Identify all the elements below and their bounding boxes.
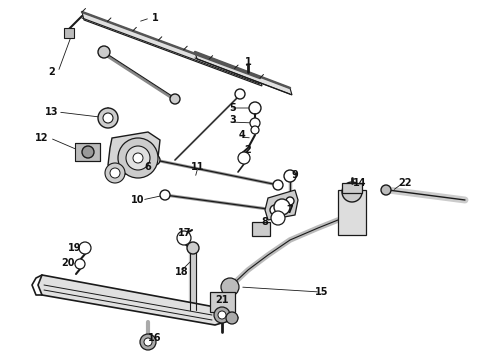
- Text: 14: 14: [353, 178, 367, 188]
- Polygon shape: [82, 12, 262, 86]
- Circle shape: [235, 89, 245, 99]
- Circle shape: [221, 278, 239, 296]
- Text: 9: 9: [292, 170, 298, 180]
- Circle shape: [187, 242, 199, 254]
- Circle shape: [82, 146, 94, 158]
- Text: 21: 21: [215, 295, 229, 305]
- Text: 16: 16: [148, 333, 162, 343]
- Text: 6: 6: [145, 162, 151, 172]
- Polygon shape: [108, 132, 160, 175]
- Circle shape: [79, 242, 91, 254]
- Circle shape: [126, 146, 150, 170]
- Text: 20: 20: [61, 258, 75, 268]
- Text: 15: 15: [315, 287, 329, 297]
- Circle shape: [250, 118, 260, 128]
- Polygon shape: [195, 52, 292, 95]
- Circle shape: [110, 168, 120, 178]
- Circle shape: [218, 311, 226, 319]
- Circle shape: [274, 199, 290, 215]
- Circle shape: [286, 197, 294, 205]
- Circle shape: [75, 259, 85, 269]
- Text: 11: 11: [191, 162, 205, 172]
- Text: 7: 7: [287, 205, 294, 215]
- Circle shape: [284, 170, 296, 182]
- Circle shape: [226, 312, 238, 324]
- Circle shape: [98, 46, 110, 58]
- Text: 22: 22: [398, 178, 412, 188]
- Circle shape: [160, 190, 170, 200]
- Bar: [75, 143, 100, 161]
- Circle shape: [381, 185, 391, 195]
- Circle shape: [150, 155, 160, 165]
- Text: 4: 4: [239, 130, 245, 140]
- Text: 12: 12: [35, 133, 49, 143]
- Text: 13: 13: [45, 107, 59, 117]
- Circle shape: [273, 180, 283, 190]
- Text: 1: 1: [151, 13, 158, 23]
- Circle shape: [214, 307, 230, 323]
- Text: 8: 8: [262, 217, 269, 227]
- Text: 19: 19: [68, 243, 82, 253]
- Bar: [338, 190, 366, 235]
- Circle shape: [103, 113, 113, 123]
- Circle shape: [271, 211, 285, 225]
- Circle shape: [251, 126, 259, 134]
- Circle shape: [170, 94, 180, 104]
- Polygon shape: [265, 190, 298, 220]
- Bar: [342, 183, 362, 193]
- Bar: [64, 28, 74, 38]
- Bar: [252, 222, 270, 236]
- Circle shape: [238, 152, 250, 164]
- Text: 2: 2: [245, 145, 251, 155]
- Text: 3: 3: [230, 115, 236, 125]
- Circle shape: [118, 138, 158, 178]
- Text: 18: 18: [175, 267, 189, 277]
- Text: 10: 10: [131, 195, 145, 205]
- Text: 5: 5: [230, 103, 236, 113]
- Circle shape: [342, 182, 362, 202]
- Circle shape: [140, 334, 156, 350]
- Circle shape: [144, 338, 152, 346]
- Bar: [210, 292, 235, 312]
- Text: 17: 17: [178, 228, 192, 238]
- Circle shape: [105, 163, 125, 183]
- Circle shape: [177, 231, 191, 245]
- Polygon shape: [38, 275, 238, 325]
- Circle shape: [133, 153, 143, 163]
- Circle shape: [249, 102, 261, 114]
- Circle shape: [270, 205, 280, 215]
- Text: 2: 2: [49, 67, 55, 77]
- Text: 1: 1: [245, 57, 251, 67]
- Circle shape: [98, 108, 118, 128]
